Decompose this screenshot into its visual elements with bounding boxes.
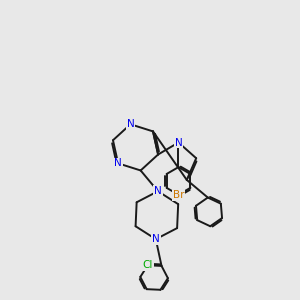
Text: N: N (175, 137, 182, 148)
Text: N: N (154, 186, 162, 196)
Text: N: N (114, 158, 122, 168)
Text: Br: Br (173, 190, 184, 200)
Text: N: N (127, 119, 134, 129)
Text: N: N (152, 234, 160, 244)
Text: Cl: Cl (142, 260, 153, 270)
